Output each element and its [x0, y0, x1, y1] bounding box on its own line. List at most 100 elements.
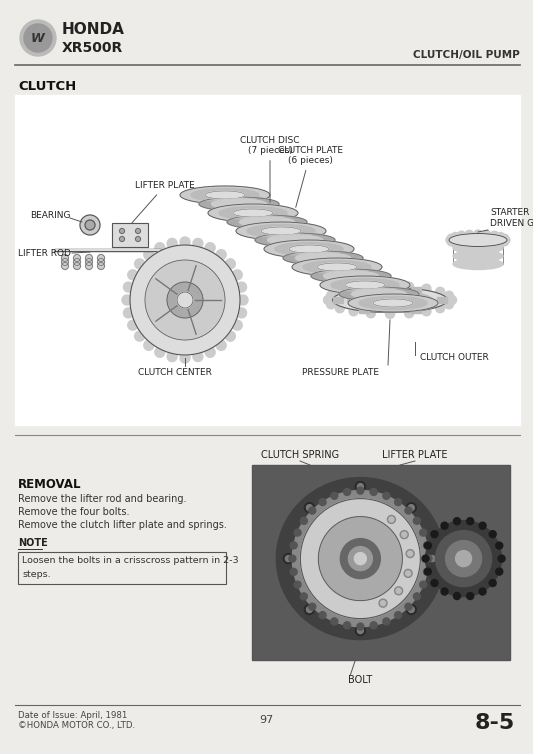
- Circle shape: [180, 353, 190, 363]
- Circle shape: [424, 568, 431, 575]
- Circle shape: [61, 255, 69, 262]
- Ellipse shape: [199, 197, 279, 211]
- Circle shape: [435, 304, 445, 313]
- Circle shape: [431, 531, 438, 538]
- Circle shape: [80, 215, 100, 235]
- Circle shape: [414, 517, 421, 524]
- Text: Remove the four bolts.: Remove the four bolts.: [18, 507, 130, 517]
- Circle shape: [335, 304, 344, 313]
- Circle shape: [135, 259, 144, 269]
- Circle shape: [216, 250, 226, 259]
- Circle shape: [467, 593, 474, 599]
- Circle shape: [408, 606, 414, 612]
- Bar: [112, 223, 148, 247]
- Bar: [411, 287, 421, 293]
- Ellipse shape: [239, 217, 295, 227]
- Circle shape: [294, 581, 301, 588]
- Circle shape: [497, 240, 505, 247]
- Circle shape: [431, 580, 438, 587]
- Circle shape: [306, 606, 312, 612]
- Ellipse shape: [264, 240, 354, 258]
- Circle shape: [130, 245, 240, 355]
- Ellipse shape: [261, 227, 301, 235]
- Circle shape: [498, 555, 505, 562]
- Circle shape: [385, 281, 394, 290]
- Circle shape: [98, 262, 104, 269]
- Ellipse shape: [324, 271, 378, 281]
- Circle shape: [61, 262, 69, 269]
- Circle shape: [285, 556, 292, 562]
- Circle shape: [381, 601, 385, 605]
- Circle shape: [497, 232, 505, 241]
- Ellipse shape: [379, 298, 401, 302]
- Circle shape: [424, 542, 431, 549]
- Circle shape: [394, 498, 402, 506]
- Ellipse shape: [212, 199, 266, 209]
- Circle shape: [24, 24, 52, 52]
- Circle shape: [309, 507, 316, 514]
- Text: REMOVAL: REMOVAL: [18, 478, 82, 491]
- Circle shape: [349, 547, 373, 571]
- Ellipse shape: [205, 191, 245, 199]
- Circle shape: [427, 553, 438, 563]
- Circle shape: [419, 581, 427, 588]
- Circle shape: [454, 593, 461, 599]
- Ellipse shape: [453, 259, 503, 269]
- Circle shape: [422, 307, 431, 316]
- Bar: [333, 297, 343, 303]
- Circle shape: [98, 255, 104, 262]
- Bar: [112, 223, 148, 247]
- Circle shape: [237, 308, 247, 318]
- Text: LIFTER PLATE: LIFTER PLATE: [382, 450, 448, 460]
- Circle shape: [155, 348, 165, 357]
- Bar: [15, 95, 520, 425]
- Circle shape: [85, 262, 93, 269]
- Bar: [359, 308, 369, 314]
- Circle shape: [396, 588, 401, 593]
- Circle shape: [496, 542, 503, 549]
- Circle shape: [289, 555, 296, 562]
- Circle shape: [435, 531, 491, 587]
- Circle shape: [327, 300, 336, 309]
- Text: STARTER
DRIVEN GEAR: STARTER DRIVEN GEAR: [490, 208, 533, 228]
- Ellipse shape: [331, 278, 399, 292]
- Circle shape: [294, 529, 301, 536]
- Text: 97: 97: [259, 715, 273, 725]
- Circle shape: [237, 282, 247, 292]
- Ellipse shape: [292, 258, 382, 276]
- Circle shape: [85, 220, 95, 230]
- Circle shape: [400, 531, 408, 538]
- Circle shape: [324, 296, 333, 305]
- Text: CLUTCH DISC
(7 pieces): CLUTCH DISC (7 pieces): [240, 136, 300, 202]
- Circle shape: [451, 240, 459, 247]
- Circle shape: [357, 623, 364, 630]
- Circle shape: [300, 517, 308, 524]
- Circle shape: [331, 618, 338, 625]
- Circle shape: [389, 517, 394, 522]
- Circle shape: [74, 255, 80, 262]
- Circle shape: [446, 236, 454, 244]
- Text: 8-5: 8-5: [475, 713, 515, 733]
- Circle shape: [479, 523, 486, 529]
- Circle shape: [290, 569, 297, 575]
- Circle shape: [85, 255, 93, 262]
- Circle shape: [193, 238, 203, 249]
- Circle shape: [489, 531, 496, 538]
- Circle shape: [448, 296, 456, 305]
- Text: HONDA: HONDA: [62, 23, 125, 38]
- Text: NOTE: NOTE: [18, 538, 48, 548]
- Circle shape: [205, 348, 215, 357]
- Circle shape: [385, 309, 394, 318]
- Circle shape: [483, 230, 491, 238]
- Circle shape: [128, 320, 138, 330]
- Circle shape: [135, 237, 141, 241]
- Text: CLUTCH OUTER: CLUTCH OUTER: [420, 354, 489, 363]
- Circle shape: [167, 282, 203, 318]
- Ellipse shape: [233, 209, 273, 217]
- Ellipse shape: [348, 294, 438, 312]
- Ellipse shape: [359, 296, 427, 309]
- Ellipse shape: [289, 245, 329, 253]
- Circle shape: [457, 231, 465, 239]
- Circle shape: [445, 300, 454, 309]
- Text: Loosen the bolts in a crisscross pattern in 2-3
steps.: Loosen the bolts in a crisscross pattern…: [22, 556, 239, 579]
